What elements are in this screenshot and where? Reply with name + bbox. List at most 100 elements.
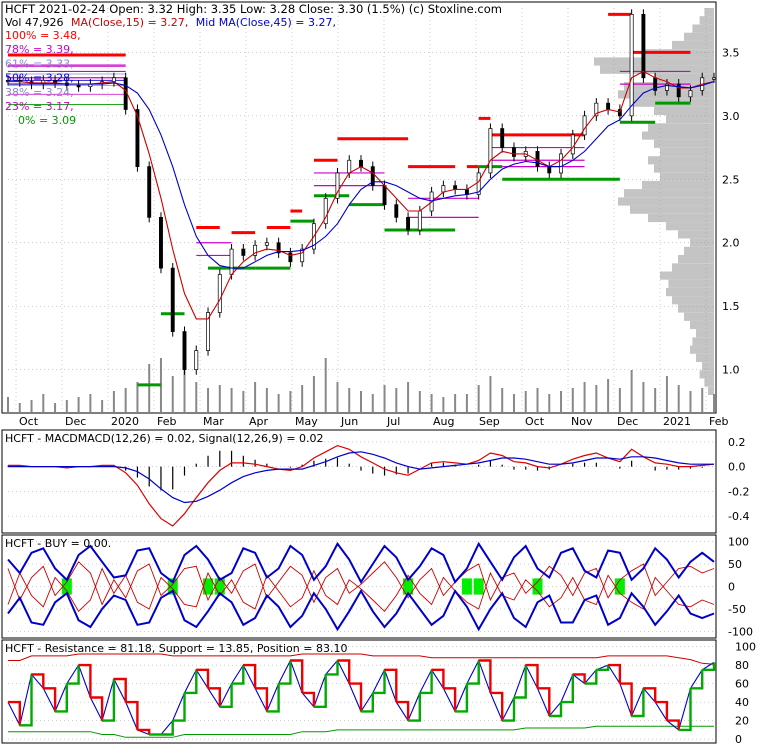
volume-profile-bar	[672, 40, 714, 50]
position-step	[666, 719, 680, 730]
volume-profile-bar	[678, 230, 714, 239]
position-step	[196, 668, 210, 689]
x-tick-label: Oct	[525, 415, 545, 428]
position-step	[208, 687, 222, 707]
candle-body	[441, 185, 446, 193]
candle-body	[76, 85, 81, 88]
macd-title: HCFT - MACDMACD(12,26) = 0.02, Signal(12…	[5, 432, 324, 445]
volume-profile-bar	[654, 164, 714, 173]
position-step	[290, 659, 304, 693]
ma15-line	[8, 70, 715, 320]
buy-red-line	[7, 561, 715, 606]
fib-label: 38% = 3.24,	[5, 86, 74, 99]
candle-body	[206, 312, 210, 351]
candle-body	[135, 109, 140, 167]
buy-y-tick: 0	[728, 581, 735, 594]
position-step	[572, 673, 586, 684]
x-tick-label: Sep	[479, 415, 500, 428]
ma45-line	[8, 81, 715, 269]
position-step	[43, 687, 57, 712]
position-step	[66, 665, 80, 685]
position-step	[172, 692, 186, 722]
position-step	[349, 682, 363, 712]
position-step	[431, 668, 445, 689]
x-tick-label: Mar	[203, 415, 224, 428]
position-step	[549, 702, 563, 718]
position-step	[313, 674, 327, 708]
buy-y-tick: -100	[728, 626, 753, 639]
ma45-label: Mid MA(Close,45) = 3.27,	[196, 16, 336, 29]
buy-marker	[61, 578, 72, 595]
macd-y-tick: -0.2	[728, 485, 749, 498]
position-step	[631, 688, 645, 718]
buy-marker	[403, 578, 414, 595]
volume-profile-bar	[672, 263, 714, 272]
candle-body	[159, 217, 163, 269]
buy-lower-line	[7, 589, 715, 632]
x-tick-label: May	[295, 415, 318, 428]
volume-profile-bar	[660, 148, 714, 157]
volume-profile-bar	[666, 288, 714, 297]
y-tick-label: 3.0	[722, 110, 740, 123]
macd-panel	[1, 429, 717, 534]
position-step	[466, 660, 480, 685]
volume-profile-bar	[699, 16, 714, 25]
position-step	[90, 696, 104, 721]
x-tick-label: Nov	[571, 415, 593, 428]
position-step	[608, 663, 622, 684]
volume-profile-bar	[600, 65, 714, 74]
candle-body	[594, 102, 599, 117]
volume-profile-bar	[660, 271, 714, 280]
buy-upper-line	[7, 541, 715, 584]
fib-label: 61% = 3.33,	[5, 57, 74, 70]
position-step	[219, 683, 233, 708]
x-tick-label: Dec	[65, 415, 86, 428]
candle-body	[688, 90, 693, 98]
volume-profile-bar	[648, 213, 714, 223]
candle-body	[582, 115, 587, 136]
position-step	[643, 687, 657, 703]
position-y-tick: 80	[735, 659, 749, 672]
x-tick-label: Dec	[617, 415, 638, 428]
volume-profile-bar	[648, 123, 714, 132]
position-step	[55, 683, 69, 713]
macd-y-tick: 0.2	[728, 436, 746, 449]
position-step	[419, 669, 433, 695]
position-step	[443, 687, 457, 712]
buy-plot: 100 50 0 -50 -100	[7, 536, 753, 639]
position-step	[266, 683, 280, 713]
fib-labels: 100% = 3.48,78% = 3.39,61% = 3.33, 50% = …	[5, 29, 81, 127]
candle-body	[417, 210, 422, 231]
position-resistance-line	[8, 653, 715, 665]
position-step	[537, 687, 551, 716]
position-step	[372, 669, 386, 695]
macd-y-tick: -0.4	[728, 510, 749, 523]
candle-body	[111, 77, 116, 82]
ma-legend: Vol 47,926 MA(Close,15) = 3.27, Mid MA(C…	[5, 16, 336, 29]
position-y-tick: 40	[735, 696, 749, 709]
position-step	[8, 700, 21, 726]
position-step	[396, 700, 410, 721]
volume-profile-bar	[624, 189, 714, 198]
candle-body	[512, 147, 516, 157]
buy-marker	[203, 578, 214, 595]
position-step	[384, 668, 398, 703]
volume-profile-bar	[666, 222, 714, 231]
volume-profile-bar	[618, 90, 714, 99]
candle-body	[488, 128, 493, 174]
position-step	[231, 665, 245, 685]
position-step	[184, 669, 198, 695]
position-step	[502, 697, 516, 722]
volume-profile-bar	[684, 312, 714, 321]
volume-profile-bar	[672, 296, 714, 305]
position-step	[325, 660, 339, 676]
buy-marker	[532, 578, 543, 595]
position-step	[31, 673, 45, 689]
fib-label: 0% = 3.09	[18, 114, 76, 127]
fib-label: 50% = 3.28,	[5, 72, 74, 85]
position-step	[337, 659, 351, 684]
x-tick-label: Apr	[249, 415, 269, 428]
candle-body	[300, 248, 305, 263]
candle-body	[559, 153, 563, 174]
fib-label: 23% = 3.17,	[5, 100, 74, 113]
